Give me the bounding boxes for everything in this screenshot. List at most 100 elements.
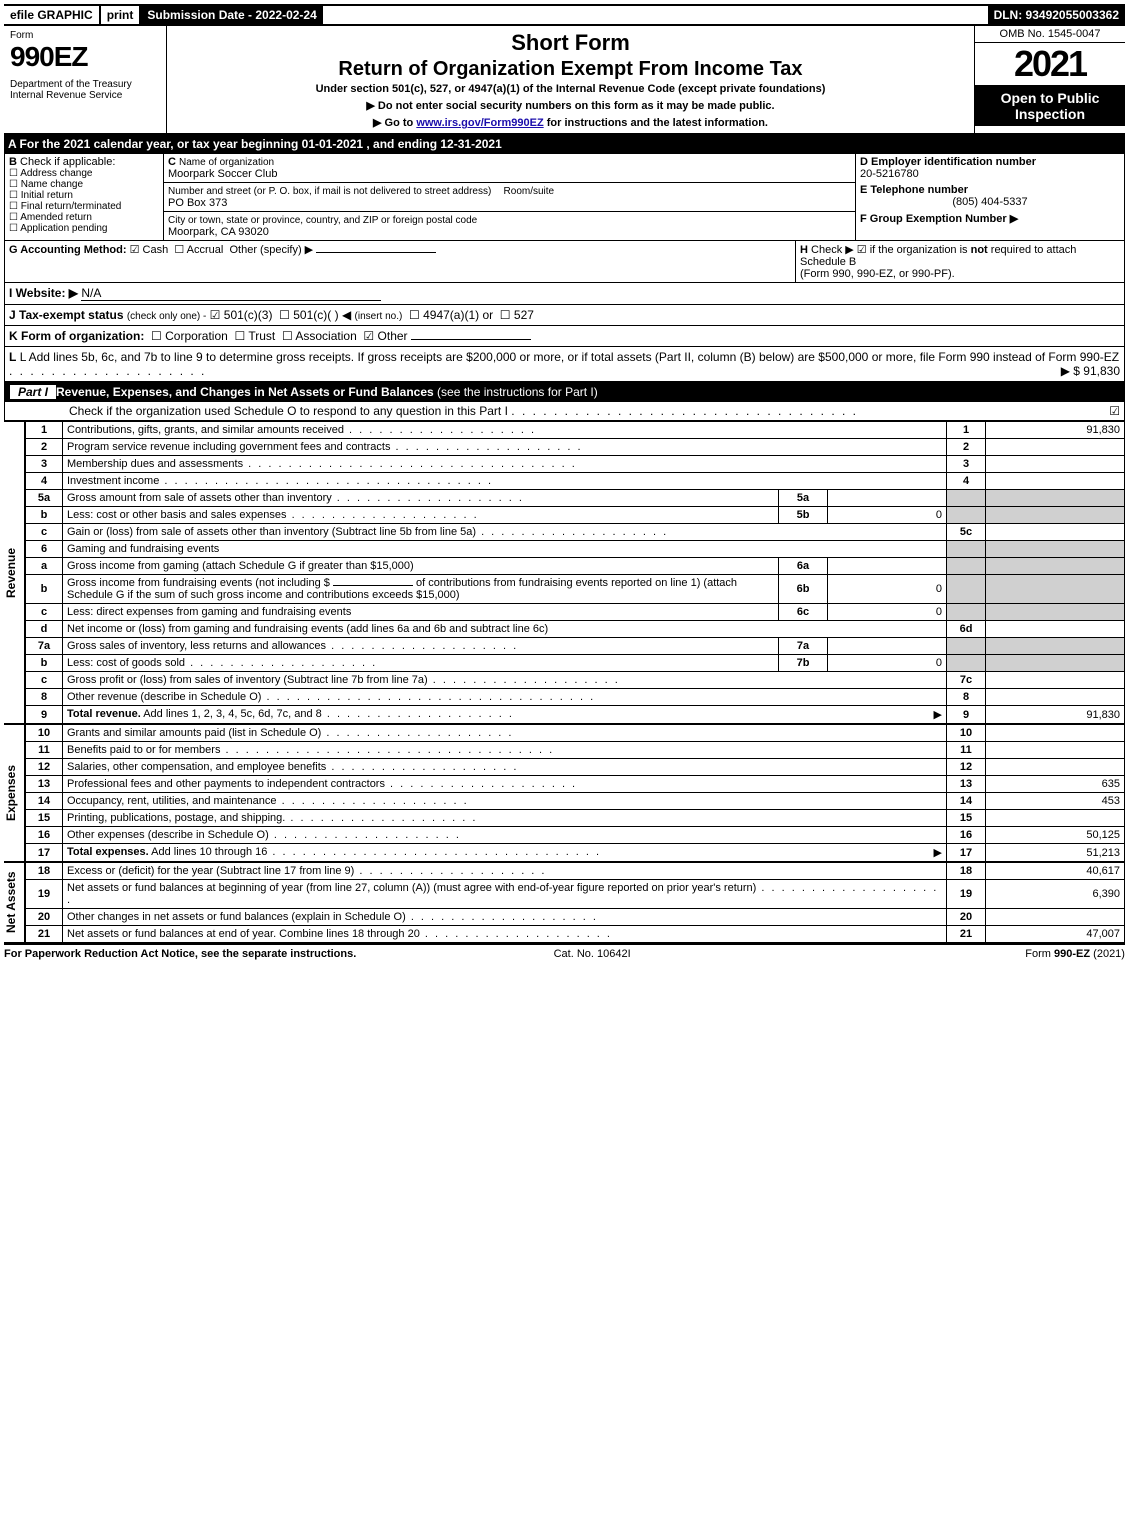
l20-text: Other changes in net assets or fund bala… [67, 911, 406, 923]
l7a-sv [828, 638, 947, 655]
line-3: 3Membership dues and assessments3 [26, 456, 1125, 473]
f-label: F Group Exemption Number ▶ [860, 212, 1120, 225]
chk-501c3[interactable] [210, 308, 221, 322]
l-dots [9, 364, 206, 378]
l20-num: 20 [26, 909, 63, 926]
line-6: 6Gaming and fundraising events [26, 541, 1125, 558]
chk-other-org[interactable] [363, 329, 374, 343]
l19-box: 19 [947, 880, 986, 909]
l7a-text: Gross sales of inventory, less returns a… [67, 640, 326, 652]
l5b-sb: 5b [779, 507, 828, 524]
chk-cash[interactable] [130, 244, 140, 256]
chk-address-change[interactable]: Address change [9, 168, 159, 179]
gh-row: G Accounting Method: Cash Accrual Other … [4, 241, 1125, 283]
instruction-2: ▶ Go to www.irs.gov/Form990EZ for instru… [175, 116, 966, 129]
line-9: 9Total revenue. Total revenue. Add lines… [26, 706, 1125, 724]
h-not: not [971, 244, 988, 256]
dln-label: DLN: 93492055003362 [988, 6, 1125, 24]
l17-num: 17 [26, 844, 63, 862]
j-opt1: 501(c)(3) [224, 308, 273, 322]
street-value: PO Box 373 [168, 197, 227, 209]
opt-final-return: Final return/terminated [21, 201, 122, 212]
l7c-text: Gross profit or (loss) from sales of inv… [67, 674, 428, 686]
l5b-sv: 0 [828, 507, 947, 524]
form-header: Form 990EZ Department of the Treasury In… [4, 26, 1125, 135]
l18-box: 18 [947, 863, 986, 880]
netassets-table: 18Excess or (deficit) for the year (Subt… [25, 862, 1125, 943]
l7b-box [947, 655, 986, 672]
line-4: 4Investment income4 [26, 473, 1125, 490]
irs-link[interactable]: www.irs.gov/Form990EZ [416, 117, 543, 129]
chk-trust[interactable] [234, 329, 245, 343]
l6d-val [986, 621, 1125, 638]
l2-num: 2 [26, 439, 63, 456]
accrual-label: Accrual [187, 244, 224, 256]
efile-button[interactable]: efile GRAPHIC [4, 6, 101, 24]
l19-num: 19 [26, 880, 63, 909]
l6d-num: d [26, 621, 63, 638]
l4-text: Investment income [67, 475, 159, 487]
l1-val: 91,830 [986, 422, 1125, 439]
chk-corp[interactable] [151, 329, 162, 343]
l6d-text: Net income or (loss) from gaming and fun… [63, 621, 947, 638]
l4-box: 4 [947, 473, 986, 490]
expenses-section: Expenses 10Grants and similar amounts pa… [4, 724, 1125, 862]
j-opt2: 501(c)( ) [293, 308, 338, 322]
line-12: 12Salaries, other compensation, and empl… [26, 759, 1125, 776]
chk-501c[interactable] [279, 308, 290, 322]
header-center: Short Form Return of Organization Exempt… [167, 26, 975, 133]
ein-value: 20-5216780 [860, 168, 1120, 180]
l5b-box [947, 507, 986, 524]
chk-name-change[interactable]: Name change [9, 179, 159, 190]
l9-box: 9 [947, 706, 986, 724]
chk-accrual[interactable] [174, 244, 184, 256]
j-label: J Tax-exempt status [9, 308, 124, 322]
part-1-label: Part I [10, 385, 56, 399]
chk-schedule-o[interactable] [1109, 404, 1120, 418]
l6c-sv: 0 [828, 604, 947, 621]
l13-num: 13 [26, 776, 63, 793]
chk-schedule-b[interactable] [857, 244, 867, 256]
l19-val: 6,390 [986, 880, 1125, 909]
line-7c: cGross profit or (loss) from sales of in… [26, 672, 1125, 689]
b-label: Check if applicable: [20, 156, 115, 168]
l11-val [986, 742, 1125, 759]
l7a-sb: 7a [779, 638, 828, 655]
chk-amended-return[interactable]: Amended return [9, 212, 159, 223]
l20-val [986, 909, 1125, 926]
opt-application-pending: Application pending [20, 223, 107, 234]
chk-assoc[interactable] [282, 329, 293, 343]
l7b-num: b [26, 655, 63, 672]
opt-address-change: Address change [20, 168, 92, 179]
l6-val [986, 541, 1125, 558]
footer-right: Form 990-EZ (2021) [1025, 948, 1125, 960]
l10-text: Grants and similar amounts paid (list in… [67, 727, 321, 739]
print-button[interactable]: print [101, 6, 142, 24]
l6a-val [986, 558, 1125, 575]
top-bar: efile GRAPHIC print Submission Date - 20… [4, 4, 1125, 26]
chk-initial-return[interactable]: Initial return [9, 190, 159, 201]
d-label: D Employer identification number [860, 156, 1120, 168]
chk-527[interactable] [500, 308, 511, 322]
chk-final-return[interactable]: Final return/terminated [9, 201, 159, 212]
tax-year: 2021 [975, 43, 1125, 86]
chk-4947[interactable] [409, 308, 420, 322]
cash-label: Cash [143, 244, 169, 256]
h-text4: (Form 990, 990-EZ, or 990-PF). [800, 268, 955, 280]
l21-text: Net assets or fund balances at end of ye… [67, 928, 420, 940]
l7a-box [947, 638, 986, 655]
l15-box: 15 [947, 810, 986, 827]
return-title: Return of Organization Exempt From Incom… [175, 58, 966, 81]
l-amount: ▶ $ 91,830 [1061, 364, 1120, 378]
l6b-box [947, 575, 986, 604]
h-text1: Check ▶ [811, 244, 854, 256]
l7b-sb: 7b [779, 655, 828, 672]
l10-num: 10 [26, 725, 63, 742]
j-insert: (insert no.) [355, 311, 403, 322]
chk-application-pending[interactable]: Application pending [9, 223, 159, 234]
l3-num: 3 [26, 456, 63, 473]
l5a-num: 5a [26, 490, 63, 507]
l5a-box [947, 490, 986, 507]
l6d-box: 6d [947, 621, 986, 638]
l6b-text1: Gross income from fundraising events (no… [67, 577, 330, 589]
